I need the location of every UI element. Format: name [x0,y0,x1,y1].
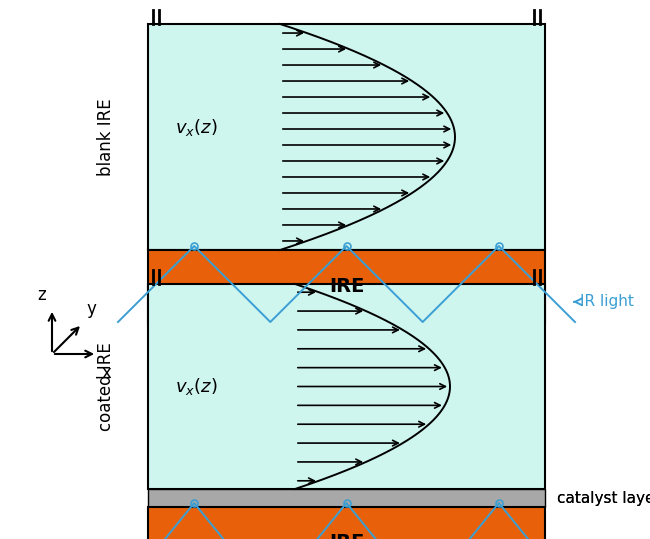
Text: IR light: IR light [0,538,1,539]
Text: catalyst layer: catalyst layer [557,490,650,506]
Polygon shape [148,489,545,507]
Polygon shape [148,24,545,250]
Polygon shape [148,507,545,539]
Text: x: x [102,364,112,382]
Polygon shape [148,284,545,489]
Text: blank IRE: blank IRE [97,98,115,176]
Text: $v_x(z)$: $v_x(z)$ [175,116,218,137]
Polygon shape [148,250,545,324]
Text: $v_x(z)$: $v_x(z)$ [175,376,218,397]
Text: IRE: IRE [329,534,364,539]
Text: IRE: IRE [329,278,364,296]
Text: catalyst layer: catalyst layer [557,490,650,506]
Text: y: y [86,300,96,318]
Polygon shape [280,24,455,250]
Polygon shape [295,284,450,489]
Text: IR light: IR light [574,294,634,309]
Text: coated IRE: coated IRE [97,342,115,431]
Text: z: z [38,286,46,304]
